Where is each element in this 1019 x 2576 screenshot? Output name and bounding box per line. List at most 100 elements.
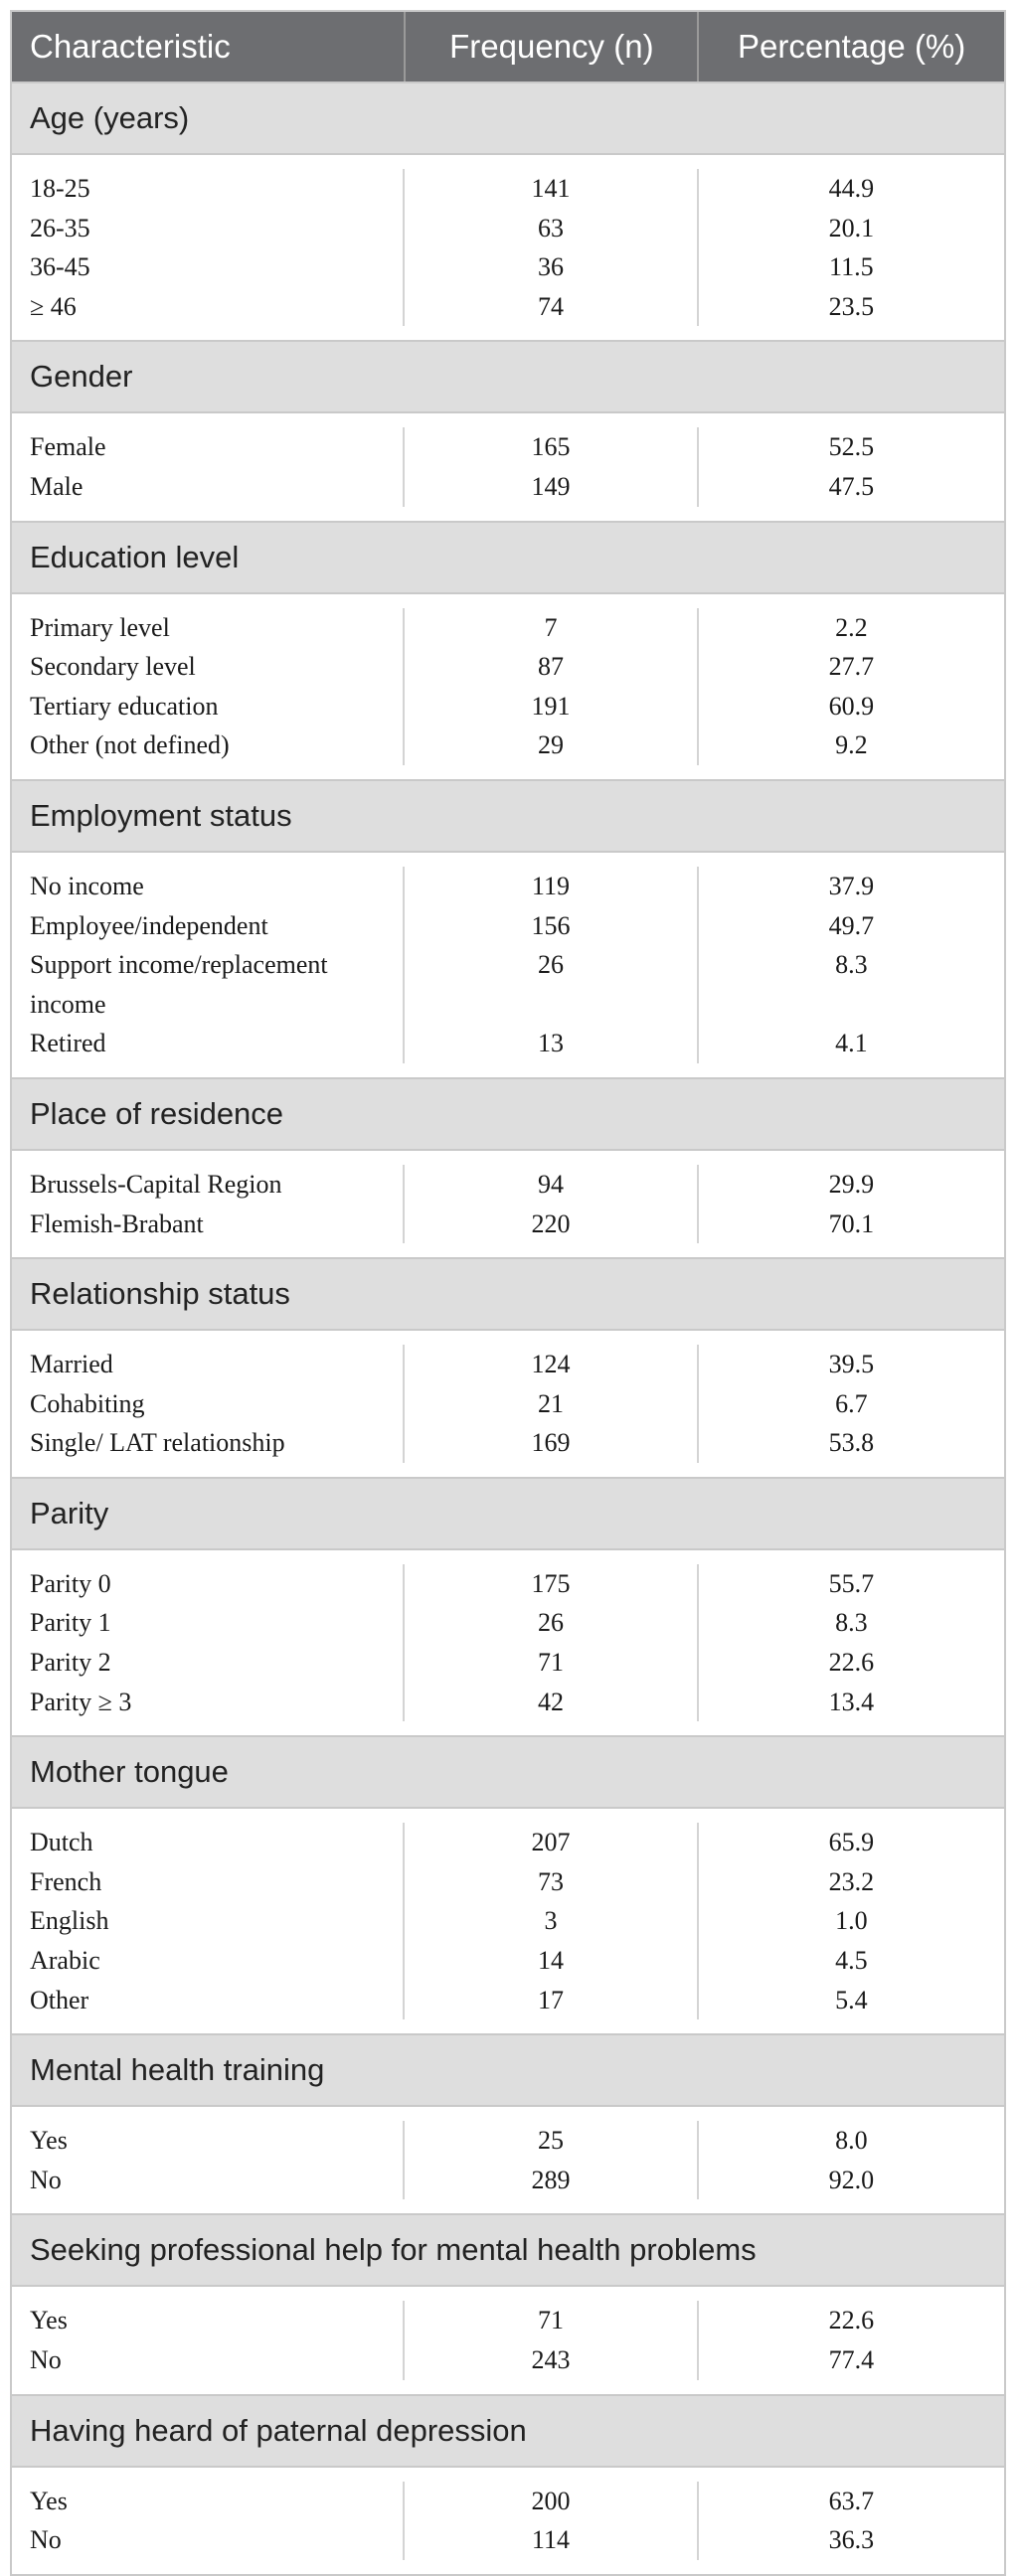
table-body: Age (years) 18-25 141 44.9 26-35 63 20.1 36-45 3…	[10, 83, 1006, 2576]
row-frequency: 207	[403, 1823, 696, 1862]
table-row: Parity 1 26 8.3	[12, 1603, 1004, 1644]
section-header: Seeking professional help for mental hea…	[10, 2215, 1006, 2288]
section-header: Parity	[10, 1478, 1006, 1550]
table-row: 26-35 63 20.1	[12, 208, 1004, 248]
row-percentage: 20.1	[696, 208, 1004, 248]
row-label: No income	[30, 871, 144, 900]
table-row: Yes 71 22.6	[12, 2301, 1004, 2340]
row-frequency: 42	[403, 1682, 696, 1722]
row-percentage: 70.1	[696, 1204, 1004, 1244]
row-frequency: 124	[403, 1345, 696, 1384]
row-percentage: 2.2	[696, 607, 1004, 648]
section-body: Married 124 39.5 Cohabiting 21 6.7 Single/ LAT…	[10, 1331, 1006, 1479]
row-frequency: 175	[403, 1563, 696, 1604]
row-label: 26-35	[30, 213, 90, 242]
row-percentage: 27.7	[696, 647, 1004, 687]
table-row: Support income/replacement income 26 8.3	[12, 945, 1004, 1025]
row-percentage: 13.4	[696, 1682, 1004, 1722]
row-label: Support income/replacement income	[30, 950, 328, 1019]
table-row: Retired 13 4.1	[12, 1024, 1004, 1063]
table-row: French 73 23.2	[12, 1861, 1004, 1902]
row-percentage: 4.1	[696, 1024, 1004, 1063]
row-percentage: 77.4	[696, 2340, 1004, 2380]
row-label: Parity 1	[30, 1608, 111, 1638]
row-label: No	[30, 2345, 62, 2374]
row-label: Parity ≥ 3	[30, 1687, 132, 1716]
row-frequency: 74	[403, 286, 696, 327]
table-row: No 289 92.0	[12, 2160, 1004, 2200]
section-body: Primary level 7 2.2 Secondary level 87 27.7 Te…	[10, 593, 1006, 781]
row-percentage: 22.6	[696, 2301, 1004, 2340]
table-row: Employee/independent 156 49.7	[12, 905, 1004, 946]
row-percentage: 29.9	[696, 1164, 1004, 1205]
row-percentage: 47.5	[696, 466, 1004, 507]
row-percentage: 36.3	[696, 2520, 1004, 2560]
table-row: Cohabiting 21 6.7	[12, 1383, 1004, 1424]
row-percentage: 37.9	[696, 866, 1004, 906]
section-body: Parity 0 175 55.7 Parity 1 26 8.3 Parity 2 71 22…	[10, 1549, 1006, 1738]
row-frequency: 141	[403, 169, 696, 209]
row-frequency: 289	[403, 2160, 696, 2200]
section-header: Place of residence	[10, 1078, 1006, 1151]
table-row: Flemish-Brabant 220 70.1	[12, 1204, 1004, 1244]
table-row: Married 124 39.5	[12, 1345, 1004, 1384]
row-percentage: 11.5	[696, 247, 1004, 287]
row-frequency: 26	[403, 1603, 696, 1644]
section-body: Yes 200 63.7 No 114 36.3	[10, 2467, 1006, 2576]
row-label: Cohabiting	[30, 1388, 145, 1418]
section-header: Employment status	[10, 780, 1006, 853]
row-percentage: 49.7	[696, 905, 1004, 946]
row-frequency: 25	[403, 2121, 696, 2161]
row-label: Parity 2	[30, 1648, 111, 1678]
row-frequency: 21	[403, 1383, 696, 1424]
row-frequency: 94	[403, 1164, 696, 1205]
section-body: 18-25 141 44.9 26-35 63 20.1 36-45 36 11.5 ≥ 46 74…	[10, 155, 1006, 343]
row-frequency: 191	[403, 686, 696, 726]
table-row: No 114 36.3	[12, 2520, 1004, 2560]
table-row: Female 165 52.5	[12, 427, 1004, 467]
section-body: Dutch 207 65.9 French 73 23.2 English 3 1.0 Arabi…	[10, 1809, 1006, 2036]
table-row: No 243 77.4	[12, 2340, 1004, 2380]
table-row: English 3 1.0	[12, 1901, 1004, 1942]
row-frequency: 71	[403, 1643, 696, 1683]
table-row: Single/ LAT relationship 169 53.8	[12, 1423, 1004, 1463]
row-frequency: 220	[403, 1204, 696, 1244]
table-row: Secondary level 87 27.7	[12, 647, 1004, 687]
table-row: Yes 200 63.7	[12, 2481, 1004, 2521]
table-row: Yes 25 8.0	[12, 2121, 1004, 2161]
row-label: Secondary level	[30, 652, 196, 682]
table-row: Brussels-Capital Region 94 29.9	[12, 1164, 1004, 1205]
row-percentage: 6.7	[696, 1383, 1004, 1424]
section-body: Female 165 52.5 Male 149 47.5	[10, 413, 1006, 523]
row-percentage: 92.0	[696, 2160, 1004, 2200]
table-row: Parity 0 175 55.7	[12, 1563, 1004, 1604]
row-label: No	[30, 2525, 62, 2555]
row-label: Parity 0	[30, 1568, 111, 1598]
section-header: Mother tongue	[10, 1737, 1006, 1810]
table-row: Arabic 14 4.5	[12, 1941, 1004, 1981]
row-label: Brussels-Capital Region	[30, 1169, 282, 1199]
section-header: Mental health training	[10, 2035, 1006, 2108]
row-label: Other	[30, 1985, 89, 2014]
row-label: Arabic	[30, 1946, 100, 1976]
table-header-row: Characteristic Frequency (n) Percentage …	[10, 10, 1006, 83]
table-row: No income 119 37.9	[12, 866, 1004, 906]
table-row: Parity ≥ 3 42 13.4	[12, 1682, 1004, 1722]
section-header: Gender	[10, 342, 1006, 414]
row-percentage: 44.9	[696, 169, 1004, 209]
row-frequency: 3	[403, 1901, 696, 1942]
row-label: Married	[30, 1350, 113, 1379]
row-percentage: 9.2	[696, 725, 1004, 765]
demographics-table: Characteristic Frequency (n) Percentage …	[10, 10, 1006, 2576]
table-row: Tertiary education 191 60.9	[12, 686, 1004, 726]
row-label: Female	[30, 432, 106, 462]
row-percentage: 4.5	[696, 1941, 1004, 1981]
row-label: 18-25	[30, 174, 90, 203]
row-percentage: 8.0	[696, 2121, 1004, 2161]
row-label: Male	[30, 471, 84, 501]
row-percentage: 60.9	[696, 686, 1004, 726]
row-percentage: 23.2	[696, 1861, 1004, 1902]
row-frequency: 165	[403, 427, 696, 467]
table-row: Primary level 7 2.2	[12, 607, 1004, 648]
row-frequency: 7	[403, 607, 696, 648]
